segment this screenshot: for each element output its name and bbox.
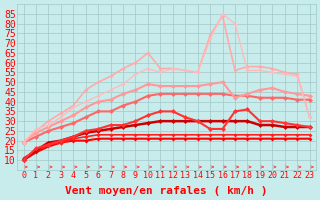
X-axis label: Vent moyen/en rafales ( km/h ): Vent moyen/en rafales ( km/h ) xyxy=(65,186,268,196)
